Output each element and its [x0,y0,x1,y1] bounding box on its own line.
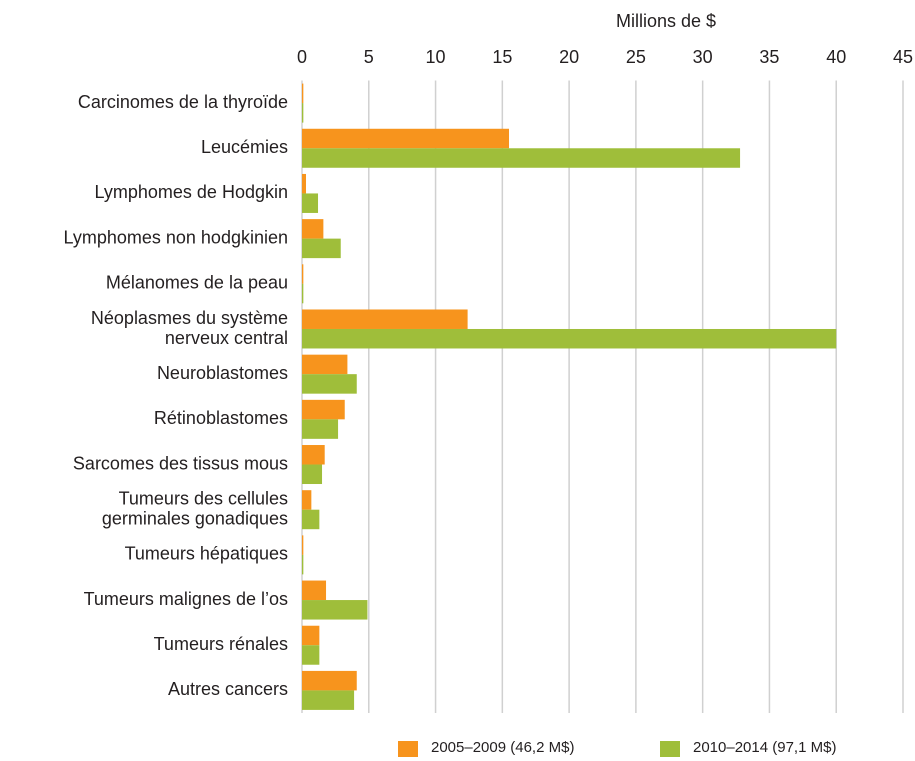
bar [302,600,368,620]
y-tick-label: Sarcomes des tissus mous [73,453,288,473]
legend-label: 2005–2009 (46,2 M$) [431,739,574,756]
bar [302,264,304,284]
bar [302,238,341,259]
x-tick-label: 25 [626,47,646,67]
bar [302,399,345,420]
y-tick-label: Mélanomes de la peau [106,273,288,293]
bar [302,83,304,104]
bar [302,309,468,329]
x-tick-label: 35 [759,47,779,67]
bar [302,464,323,485]
bar [302,554,304,575]
bar [302,535,304,555]
y-tick-label: Néoplasmes du système nerveux central [91,308,288,348]
y-tick-label: Lymphomes de Hodgkin [95,182,288,202]
x-tick-label: 5 [364,47,374,67]
x-tick-label: 10 [426,47,446,67]
y-tick-label: Tumeurs hépatiques [125,544,288,564]
x-tick-label: 30 [693,47,713,67]
bar [302,173,307,194]
bar [302,490,312,510]
bar [302,128,510,149]
bar [302,580,327,601]
bar [302,690,355,710]
y-tick-label: Rétinoblastomes [154,408,288,428]
legend-swatch [660,741,680,757]
legend-swatch [398,741,418,757]
bar [302,670,357,691]
y-tick-label: Lymphomes non hodgkinien [64,227,288,247]
bar [302,419,339,439]
y-tick-label: Tumeurs des cellules germinales gonadique… [102,488,288,528]
y-tick-label: Tumeurs rénales [154,634,288,654]
x-tick-label: 20 [559,47,579,67]
bar [302,445,325,465]
bar [302,645,320,665]
bar [302,509,320,530]
y-tick-label: Leucémies [201,137,288,157]
legend-label: 2010–2014 (97,1 M$) [693,739,836,756]
bar [302,103,304,123]
x-tick-label: 40 [826,47,846,67]
bar [302,354,348,375]
bar [302,374,357,394]
y-tick-label: Neuroblastomes [157,363,288,383]
x-tick-label: 15 [492,47,512,67]
y-tick-label: Carcinomes de la thyroïde [78,92,288,112]
bar [302,148,741,168]
bar [302,283,304,304]
y-tick-label: Tumeurs malignes de l’os [84,589,288,609]
bar [302,625,320,646]
axis-title: Millions de $ [616,11,716,31]
x-tick-label: 45 [893,47,913,67]
bar [302,328,837,349]
bar [302,193,319,213]
bar [302,219,324,239]
y-tick-label: Autres cancers [168,679,288,699]
x-tick-label: 0 [297,47,307,67]
